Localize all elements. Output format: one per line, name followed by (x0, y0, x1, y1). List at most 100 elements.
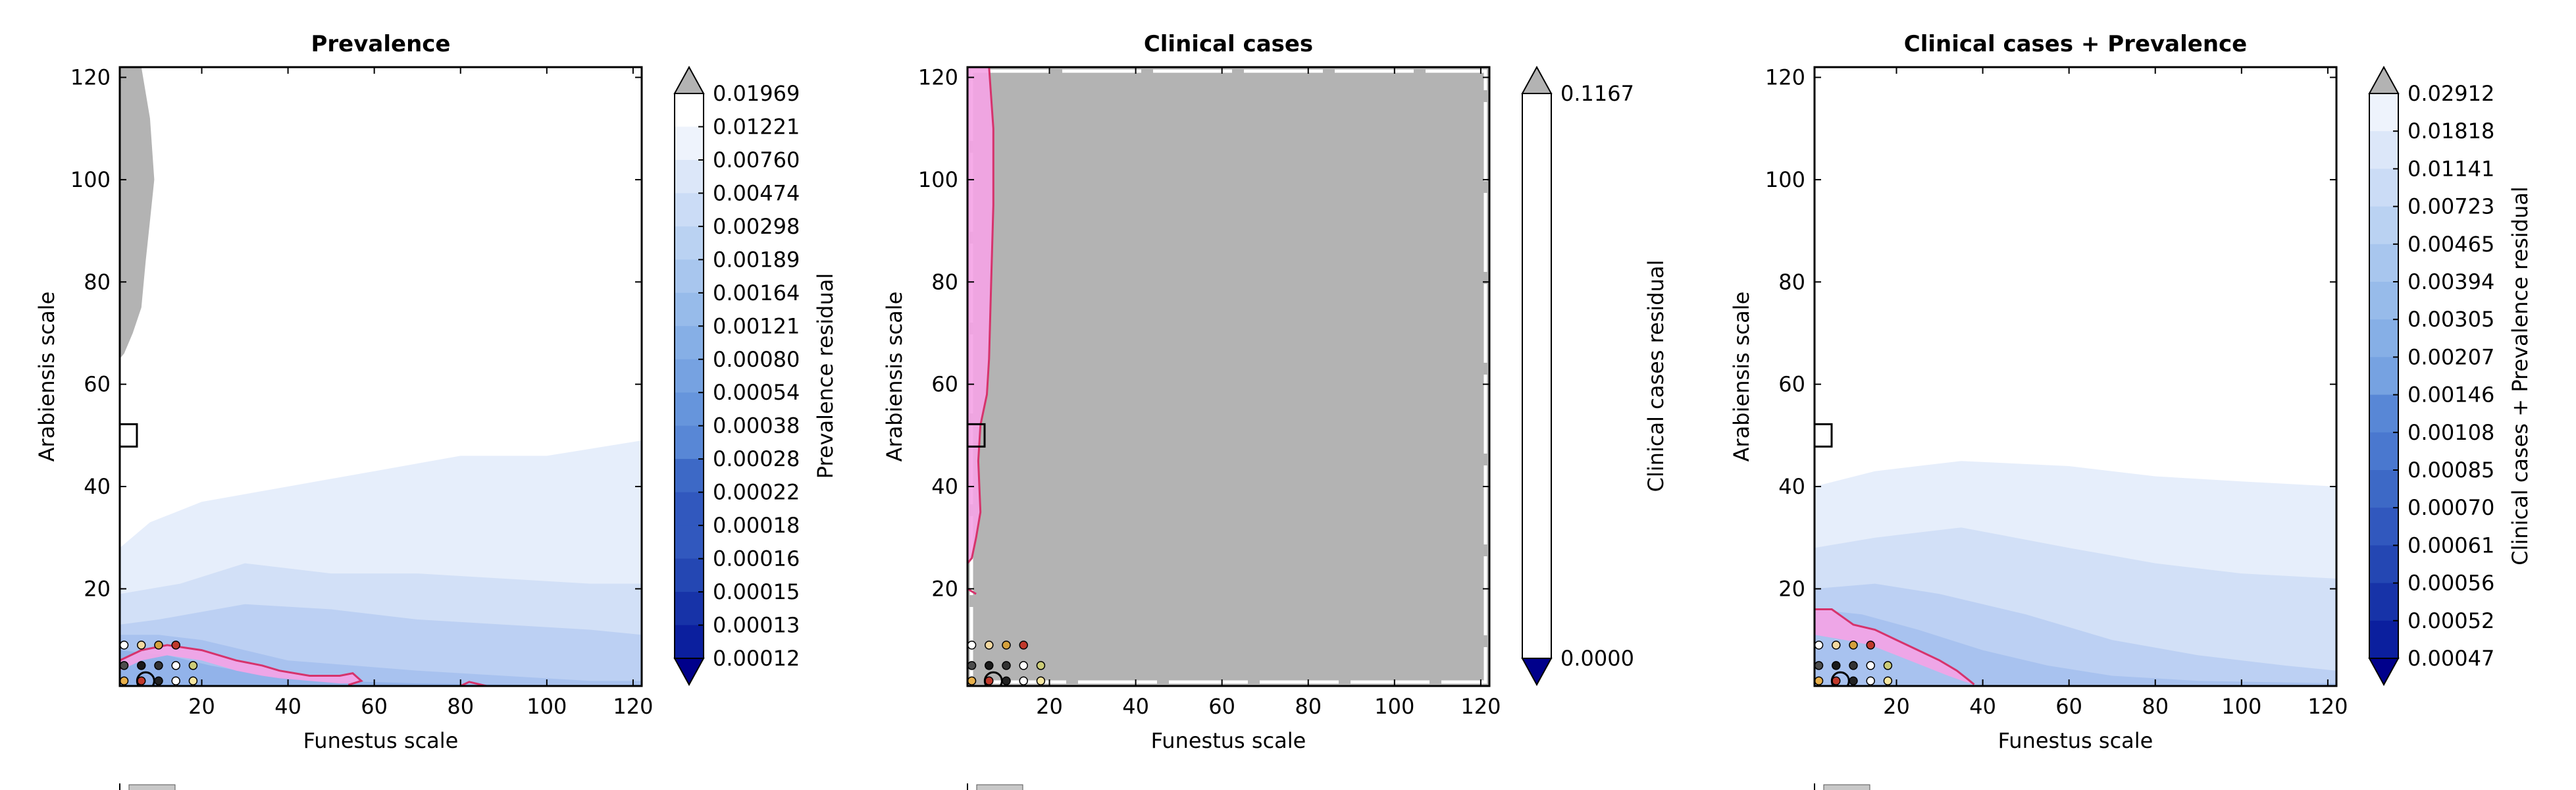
colorbar-segment (675, 558, 704, 592)
contour-band (120, 650, 642, 686)
y-tick-label: 60 (931, 372, 958, 397)
reference-marker (967, 423, 986, 448)
colorbar-segment (675, 592, 704, 626)
chart-title: Prevalence (311, 31, 451, 57)
sample-point (1866, 676, 1875, 685)
significance-region (1815, 609, 1974, 685)
y-tick-label: 20 (84, 576, 111, 601)
sample-point (1019, 676, 1028, 685)
chart-title: Clinical cases + Prevalence (1904, 31, 2248, 57)
sample-point (137, 661, 146, 670)
colorbar-tick-label: 0.00022 (713, 480, 800, 505)
colorbar-segment (2369, 470, 2398, 508)
sample-point (120, 641, 129, 650)
colorbar-tick-label: 0.00015 (713, 579, 800, 604)
x-tick-label: 80 (447, 694, 474, 719)
colorbar-tick-label: 0.00018 (713, 513, 800, 538)
panel-3: 20 40 60 80 100 120 20 40 60 80 100 120 Clinical cas… (1729, 31, 2533, 790)
colorbar-tick-label: 0.00723 (2408, 194, 2494, 219)
axes-frame (118, 66, 643, 687)
colorbar-tick-label: 0.00080 (713, 347, 800, 372)
colorbar-over-extend (673, 65, 705, 94)
sample-point (985, 661, 994, 670)
colorbar-label: Clinical cases residual (1643, 260, 1668, 492)
colorbar-tick-label: 0.1167 (1560, 81, 1634, 106)
colorbar-tick-label: 0.01141 (2408, 156, 2494, 181)
x-tick-label: 100 (527, 694, 567, 719)
y-tick-label: 60 (1778, 372, 1805, 397)
panel-2: 20 40 60 80 100 120 20 40 60 80 100 120 Clinical cas… (882, 31, 1668, 790)
y-tick-label: 100 (70, 167, 111, 192)
sample-point (1832, 641, 1841, 650)
y-tick-label: 40 (931, 474, 958, 499)
sample-point (1849, 676, 1858, 685)
colorbar-segment (675, 93, 704, 127)
sample-point (1002, 641, 1011, 650)
x-tick-label: 60 (2055, 694, 2082, 719)
colorbar-segment (675, 193, 704, 227)
legend-swatch-stub (976, 784, 1023, 790)
x-tick-label: 120 (613, 694, 653, 719)
colorbar-segment (1522, 93, 1551, 658)
panel-1: 20 40 60 80 100 120 20 40 60 80 100 120 Prevalence Fu… (34, 31, 838, 790)
colorbar-tick-label: 0.00016 (713, 546, 800, 571)
colorbar-segment (2369, 282, 2398, 320)
colorbar-tick-label: 0.01969 (713, 81, 800, 106)
y-tick-label: 20 (931, 576, 958, 601)
sample-point (1815, 661, 1824, 670)
colorbar-segment (675, 359, 704, 393)
colorbar-tick-label: 0.00298 (713, 214, 800, 239)
sample-point (1036, 661, 1046, 670)
colorbar-tick-label: 0.01221 (713, 114, 800, 139)
y-tick-label: 100 (918, 167, 958, 192)
colorbar-tick-label: 0.00052 (2408, 608, 2494, 633)
sample-point (1883, 676, 1893, 685)
y-tick-label: 80 (1778, 269, 1805, 294)
colorbar-segment (2369, 357, 2398, 396)
x-tick-label: 100 (1374, 694, 1414, 719)
x-axis-label: Funestus scale (1151, 728, 1306, 753)
sample-point (1036, 676, 1046, 685)
sample-point (985, 641, 994, 650)
x-tick-label: 40 (1969, 694, 1996, 719)
x-tick-label: 100 (2221, 694, 2261, 719)
colorbar-tick-label: 0.00760 (713, 147, 800, 172)
significance-contour (460, 681, 487, 686)
colorbar-segment (675, 159, 704, 194)
colorbar-segment (2369, 545, 2398, 584)
sample-point (1019, 641, 1028, 650)
colorbar-under-extend (673, 658, 705, 687)
colorbar-tick-label: 0.00085 (2408, 458, 2494, 483)
y-axis-label: Arabiensis scale (882, 292, 907, 462)
sample-point (1849, 661, 1858, 670)
colorbar-segment (2369, 432, 2398, 471)
significance-contour (967, 588, 977, 595)
axes-frame (966, 66, 1491, 687)
colorbar-tick-label: 0.00108 (2408, 420, 2494, 445)
y-axis-label: Arabiensis scale (34, 292, 59, 462)
colorbar-segment (2369, 319, 2398, 357)
colorbar-segment (675, 226, 704, 260)
colorbar-tick-label: 0.00189 (713, 247, 800, 272)
chart-title: Clinical cases (1144, 31, 1313, 57)
colorbar-tick-label: 0.00305 (2408, 307, 2494, 332)
x-tick-label: 60 (1208, 694, 1235, 719)
sample-point (154, 661, 163, 670)
y-tick-label: 120 (70, 65, 111, 90)
colorbar-tick-label: 0.00070 (2408, 495, 2494, 520)
colorbar-segment (2369, 394, 2398, 433)
reference-ring (136, 671, 155, 686)
sample-point (137, 641, 146, 650)
colorbar-segment (2369, 583, 2398, 621)
colorbar-tick-label: 0.00061 (2408, 533, 2494, 558)
colorbar-segment (675, 292, 704, 327)
sample-point (188, 676, 198, 685)
x-tick-label: 60 (361, 694, 388, 719)
colorbar-under-extend (2368, 658, 2400, 687)
colorbar-segment (675, 126, 704, 161)
sample-point (967, 641, 977, 650)
sample-point (967, 661, 977, 670)
colorbar-tick-label: 0.00013 (713, 613, 800, 638)
x-tick-label: 120 (1460, 694, 1501, 719)
